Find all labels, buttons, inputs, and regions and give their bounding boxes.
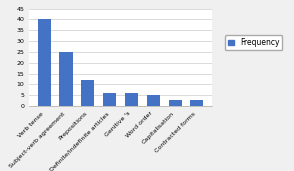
Bar <box>59 52 73 106</box>
Bar <box>125 93 138 106</box>
Bar <box>190 100 203 106</box>
Bar <box>38 19 51 106</box>
Bar <box>147 95 160 106</box>
Bar <box>103 93 116 106</box>
Bar <box>168 100 182 106</box>
Bar <box>81 80 94 106</box>
Legend: Frequency: Frequency <box>225 35 283 50</box>
